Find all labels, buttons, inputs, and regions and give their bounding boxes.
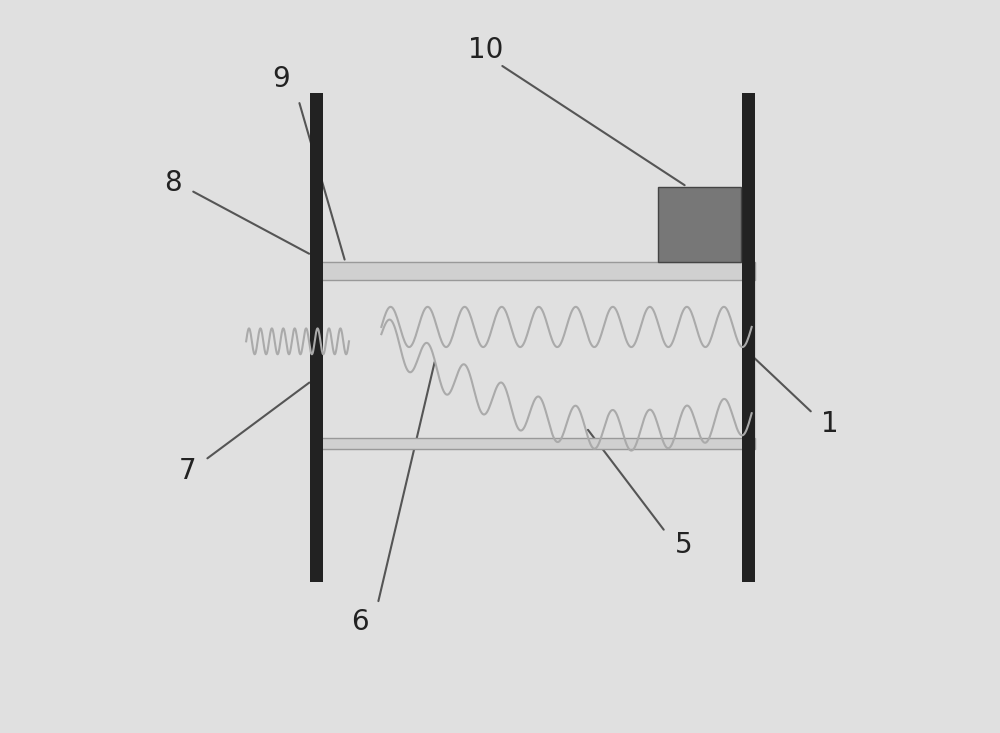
Text: 6: 6: [351, 608, 369, 636]
Bar: [317, 438, 755, 449]
Bar: [658, 187, 741, 262]
Bar: [310, 93, 323, 582]
Text: 8: 8: [164, 169, 182, 197]
Text: 9: 9: [272, 65, 290, 93]
Bar: [317, 262, 755, 449]
Bar: [317, 262, 755, 280]
Text: 7: 7: [178, 457, 196, 485]
Text: 5: 5: [675, 531, 692, 559]
Text: 10: 10: [468, 36, 503, 64]
Text: 1: 1: [821, 410, 838, 438]
Bar: [742, 93, 755, 582]
